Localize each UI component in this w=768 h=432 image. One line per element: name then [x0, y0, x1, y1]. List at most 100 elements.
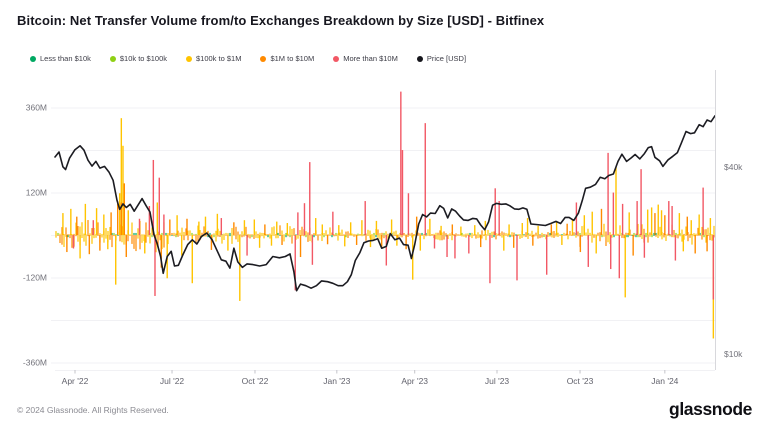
net-outflow-bar: [712, 235, 715, 300]
y-right-tick-label: $40k: [724, 162, 743, 172]
net-inflow-bar: [319, 234, 321, 236]
net-outflow-bar: [307, 235, 309, 242]
net-inflow-bar: [671, 206, 673, 236]
net-inflow-bar: [390, 219, 393, 236]
legend-item-label: $1M to $10M: [270, 54, 315, 63]
net-inflow-bar: [566, 223, 568, 236]
net-inflow-bar: [315, 218, 317, 236]
net-outflow-bar: [157, 235, 159, 248]
net-outflow-bar: [551, 235, 553, 238]
net-inflow-bar: [233, 222, 235, 236]
legend-item-100k-to-1m[interactable]: $100k to $1M: [186, 54, 241, 63]
net-outflow-bar: [437, 235, 439, 240]
net-outflow-bar: [647, 235, 649, 243]
net-outflow-bar: [419, 235, 422, 251]
net-outflow-bar: [703, 235, 705, 238]
net-inflow-bar: [59, 233, 61, 236]
net-outflow-bar: [311, 235, 314, 265]
net-outflow-bar: [137, 235, 139, 239]
net-inflow-bar: [191, 232, 193, 236]
net-outflow-bar: [471, 235, 473, 239]
legend-item-10k-to-100k[interactable]: $10k to $100k: [109, 54, 167, 63]
net-inflow-bar: [667, 233, 669, 236]
net-inflow-bar: [187, 230, 189, 236]
net-inflow-bar: [275, 234, 277, 236]
net-outflow-bar: [185, 235, 187, 237]
net-outflow-bar: [75, 235, 77, 237]
net-inflow-bar: [681, 229, 683, 236]
net-outflow-bar: [695, 235, 697, 236]
net-outflow-bar: [145, 235, 147, 243]
net-inflow-bar: [543, 234, 545, 236]
net-inflow-bar: [517, 234, 519, 236]
net-inflow-bar: [125, 234, 127, 236]
net-outflow-bar: [241, 235, 243, 238]
net-outflow-bar: [357, 235, 359, 237]
net-inflow-bar: [451, 224, 454, 236]
net-inflow-bar: [276, 221, 278, 236]
net-inflow-bar: [341, 229, 343, 236]
net-outflow-bar: [407, 235, 409, 237]
net-outflow-bar: [557, 235, 559, 237]
net-outflow-bar: [61, 235, 63, 245]
net-inflow-bar: [158, 177, 160, 236]
net-inflow-bar: [655, 232, 657, 236]
legend-item-more-than-10m[interactable]: More than $10M: [333, 54, 398, 63]
net-inflow-bar: [109, 226, 111, 236]
net-inflow-bar: [541, 232, 543, 236]
net-outflow-bar: [333, 235, 335, 237]
net-inflow-bar: [337, 233, 339, 236]
legend-item-label: Less than $10k: [40, 54, 91, 63]
net-inflow-bar: [123, 183, 125, 236]
net-inflow-bar: [263, 232, 265, 236]
net-outflow-bar: [481, 235, 483, 239]
net-outflow-bar: [461, 235, 463, 237]
net-outflow-bar: [371, 235, 373, 241]
net-outflow-bar: [173, 235, 175, 237]
net-inflow-bar: [493, 231, 495, 236]
net-outflow-bar: [541, 235, 543, 238]
legend-item-price-usd[interactable]: Price [USD]: [416, 54, 466, 63]
net-outflow-bar: [113, 235, 115, 237]
net-inflow-bar: [118, 193, 121, 236]
net-outflow-bar: [491, 235, 493, 238]
net-inflow-bar: [165, 232, 167, 236]
net-outflow-bar: [533, 235, 535, 237]
net-inflow-bar: [399, 232, 401, 236]
legend-item-less-than-10k[interactable]: Less than $10k: [30, 54, 91, 63]
net-outflow-bar: [135, 235, 137, 252]
net-outflow-bar: [294, 235, 296, 291]
net-outflow-bar: [621, 235, 623, 238]
net-outflow-bar: [125, 235, 127, 258]
net-outflow-bar: [519, 235, 521, 239]
net-outflow-bar: [163, 235, 165, 248]
net-outflow-bar: [255, 235, 257, 238]
net-outflow-bar: [575, 235, 577, 238]
net-outflow-bar: [659, 235, 661, 237]
net-inflow-bar: [413, 233, 415, 236]
net-inflow-bar: [423, 234, 425, 236]
net-inflow-bar: [213, 233, 215, 236]
net-inflow-bar: [615, 167, 617, 236]
net-outflow-bar: [379, 235, 381, 240]
y-left-tick-label: -120M: [23, 273, 47, 283]
net-inflow-bar: [649, 232, 651, 236]
net-inflow-bar: [471, 232, 473, 236]
net-outflow-bar: [501, 235, 503, 238]
net-outflow-bar: [219, 235, 221, 238]
legend-item-1m-to-10m[interactable]: $1M to $10M: [260, 54, 314, 63]
net-inflow-bar: [103, 214, 105, 236]
net-inflow-bar: [135, 232, 137, 236]
net-outflow-bar: [691, 235, 693, 245]
net-outflow-bar: [581, 235, 583, 237]
net-outflow-bar: [532, 235, 534, 246]
net-outflow-bar: [57, 235, 59, 236]
net-outflow-bar: [72, 235, 75, 249]
net-inflow-bar: [261, 232, 263, 236]
net-outflow-bar: [195, 235, 197, 243]
net-outflow-bar: [663, 235, 665, 238]
net-outflow-bar: [523, 235, 525, 237]
net-outflow-bar: [235, 235, 237, 240]
net-inflow-bar: [411, 232, 413, 236]
